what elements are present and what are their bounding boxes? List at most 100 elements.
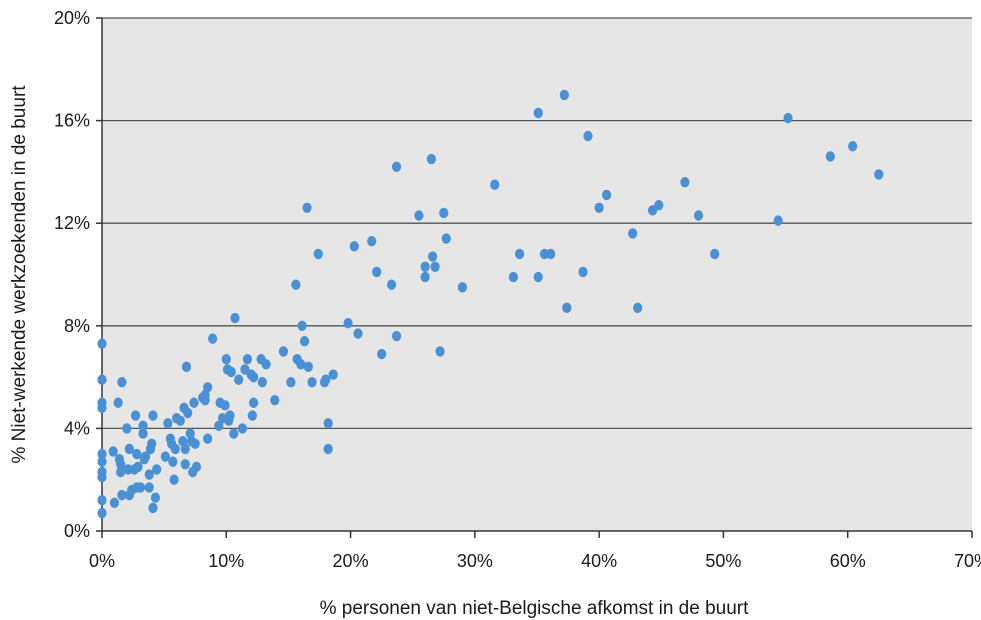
data-point <box>214 420 224 432</box>
x-tick-label: 60% <box>830 551 866 571</box>
data-point <box>221 353 231 365</box>
data-point <box>226 366 236 378</box>
data-point <box>183 407 193 419</box>
data-point <box>109 497 120 508</box>
data-point <box>874 169 884 180</box>
data-point <box>97 471 107 483</box>
x-tick-label: 0% <box>89 551 115 571</box>
data-point <box>97 456 107 467</box>
data-point <box>148 410 158 421</box>
data-point <box>130 410 141 421</box>
data-point <box>242 353 253 365</box>
data-point <box>97 402 107 414</box>
data-point <box>654 200 664 211</box>
data-point <box>296 359 306 370</box>
data-point <box>169 474 179 485</box>
x-tick-label: 20% <box>333 551 369 571</box>
data-point <box>138 420 148 432</box>
data-point <box>249 371 259 383</box>
data-point <box>628 228 638 239</box>
data-point <box>420 261 430 273</box>
data-point <box>783 112 793 124</box>
data-point <box>97 495 107 506</box>
x-tick-label: 70% <box>954 551 981 571</box>
data-point <box>420 271 430 283</box>
data-point <box>144 482 154 493</box>
data-point <box>170 443 180 455</box>
y-tick-label: 12% <box>54 213 90 233</box>
data-point <box>234 374 244 385</box>
data-point <box>247 410 257 421</box>
data-point <box>237 423 248 434</box>
data-point <box>175 415 185 426</box>
data-point <box>163 418 173 429</box>
data-point <box>200 394 210 406</box>
data-point <box>138 428 148 439</box>
data-point <box>208 333 218 344</box>
data-point <box>428 251 438 262</box>
data-point <box>108 446 118 457</box>
x-axis-title: % personen van niet-Belgische afkomst in… <box>320 598 750 619</box>
data-point <box>249 397 259 408</box>
data-point <box>117 377 127 388</box>
data-point <box>133 461 143 473</box>
data-point <box>203 382 213 393</box>
data-point <box>578 266 588 278</box>
data-point <box>150 492 161 503</box>
data-point <box>583 130 593 142</box>
data-point <box>343 318 353 329</box>
data-point <box>122 423 132 434</box>
data-point <box>307 377 317 388</box>
data-point <box>278 346 289 357</box>
x-tick-label: 10% <box>208 551 244 571</box>
data-point <box>181 361 192 373</box>
y-tick-label: 20% <box>54 8 90 28</box>
data-point <box>710 248 720 260</box>
data-point <box>144 469 154 480</box>
data-point <box>328 369 338 380</box>
data-point <box>116 466 126 478</box>
data-point <box>303 361 313 373</box>
data-point <box>297 320 307 331</box>
data-point <box>562 302 572 314</box>
data-point <box>594 202 604 214</box>
data-point <box>439 207 449 219</box>
data-point <box>286 377 296 388</box>
data-point <box>546 248 556 260</box>
y-tick-label: 4% <box>64 418 90 438</box>
data-point <box>299 335 310 347</box>
data-point <box>152 464 162 475</box>
y-axis-title: % Niet-werkende werkzoekenden in de buur… <box>9 85 30 464</box>
data-point <box>148 502 158 514</box>
data-point <box>97 448 107 460</box>
data-point <box>191 461 202 473</box>
data-point <box>97 507 107 519</box>
data-point <box>457 282 468 293</box>
data-point <box>680 176 690 188</box>
data-point <box>414 210 424 221</box>
data-point <box>180 459 190 470</box>
data-point <box>97 374 107 385</box>
axes <box>101 18 972 532</box>
data-point <box>225 410 235 421</box>
data-point <box>124 443 134 455</box>
data-point <box>773 215 783 226</box>
y-tick-label: 0% <box>64 521 90 541</box>
data-point <box>313 248 323 260</box>
x-tick-label: 40% <box>581 551 617 571</box>
data-point <box>220 400 230 411</box>
data-point <box>160 451 170 462</box>
data-point <box>515 248 525 260</box>
data-point <box>203 433 213 444</box>
data-point <box>391 330 402 342</box>
x-tick-label: 50% <box>705 551 741 571</box>
y-tick-label: 16% <box>54 111 90 131</box>
data-point <box>230 312 240 324</box>
data-point <box>190 438 200 449</box>
data-point <box>180 443 190 455</box>
data-point <box>372 266 382 278</box>
data-point <box>270 394 280 406</box>
data-point <box>302 202 312 214</box>
data-point <box>441 233 451 244</box>
